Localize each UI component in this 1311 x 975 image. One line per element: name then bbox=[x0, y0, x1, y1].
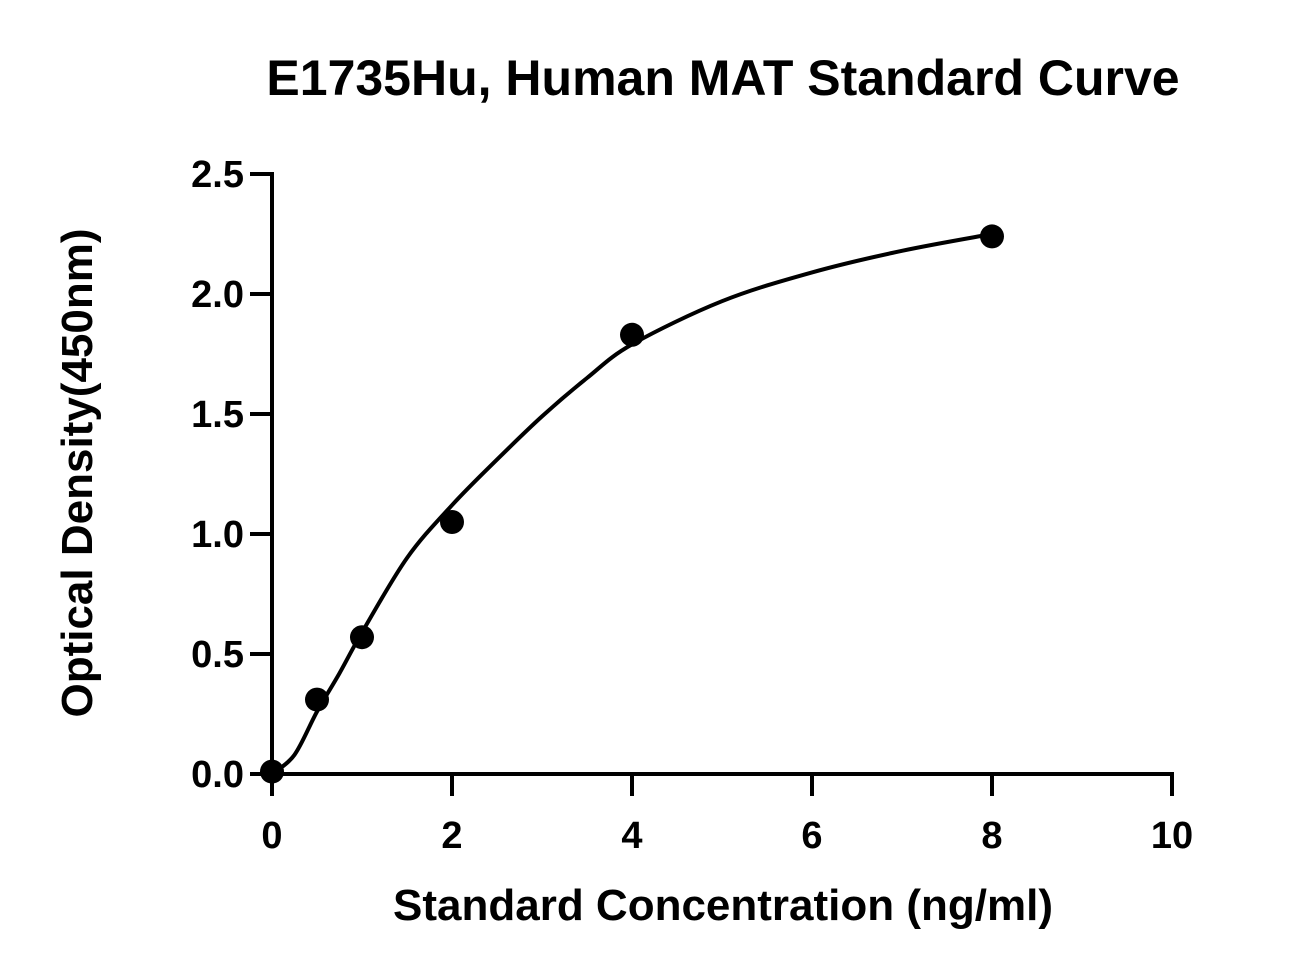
data-point bbox=[980, 224, 1004, 249]
y-tick-label: 0.0 bbox=[191, 754, 244, 796]
y-tick-label: 0.5 bbox=[191, 634, 244, 676]
data-point bbox=[620, 322, 644, 347]
fit-curve bbox=[270, 232, 993, 776]
y-tick-label: 1.0 bbox=[191, 514, 244, 556]
y-tick-label: 2.0 bbox=[191, 274, 244, 316]
data-point bbox=[260, 759, 284, 784]
data-point bbox=[305, 687, 329, 712]
y-tick-label: 2.5 bbox=[191, 154, 244, 196]
chart-title: E1735Hu, Human MAT Standard Curve bbox=[266, 50, 1179, 106]
x-tick-label: 8 bbox=[981, 815, 1002, 857]
x-tick-label: 4 bbox=[621, 815, 642, 857]
x-tick-label: 2 bbox=[441, 815, 462, 857]
x-tick-label: 6 bbox=[801, 815, 822, 857]
x-axis-label: Standard Concentration (ng/ml) bbox=[393, 881, 1053, 930]
data-points bbox=[260, 224, 1004, 784]
y-axis-label: Optical Density(450nm) bbox=[53, 228, 102, 717]
fit-curve-group bbox=[270, 232, 993, 776]
axes: 0.0 0.5 1.0 1.5 2.0 2.5 0 2 4 6 8 10 bbox=[191, 154, 1193, 857]
y-tick-label: 1.5 bbox=[191, 394, 244, 436]
data-point bbox=[440, 510, 464, 534]
x-tick-label: 10 bbox=[1151, 815, 1193, 857]
x-tick-label: 0 bbox=[261, 815, 282, 857]
data-point bbox=[350, 625, 374, 650]
